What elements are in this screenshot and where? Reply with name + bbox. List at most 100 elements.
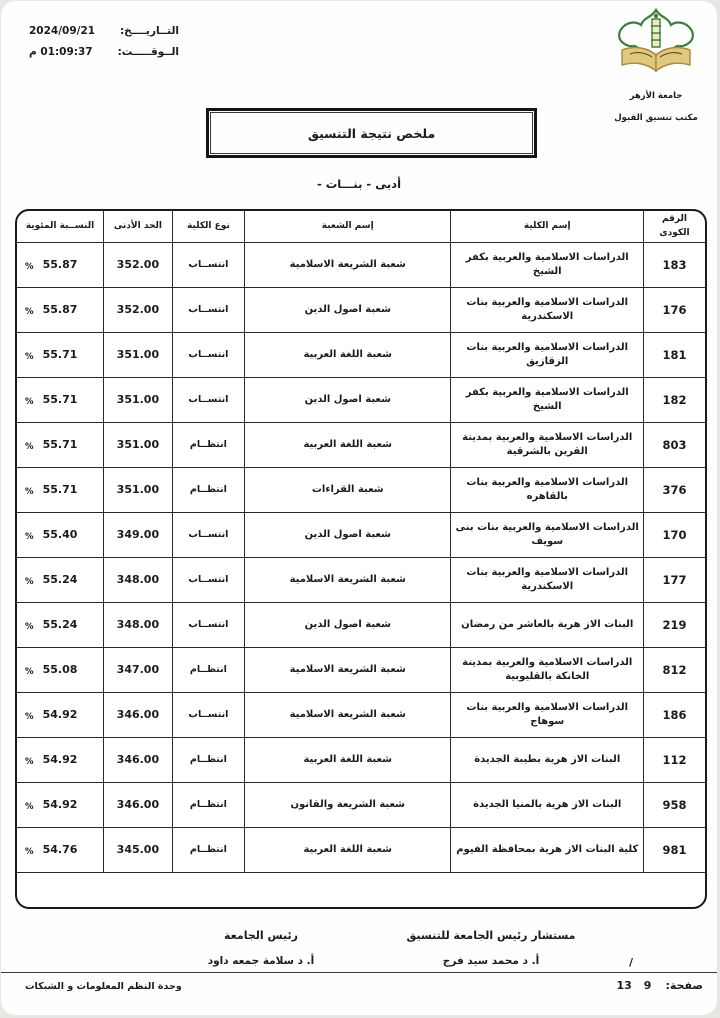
cell-percentage: 54.92%: [25, 753, 78, 768]
cell-minimum-score: 352.00: [103, 288, 172, 332]
date-value: 2024/09/21: [29, 25, 96, 37]
cell-college-type: انتظــام: [171, 783, 244, 827]
cell-college-name: البنات الاز هرية بالمنيا الجديدة: [450, 783, 643, 827]
cell-college-name: البنات الاز هرية بطيبة الجديدة: [450, 738, 643, 782]
percent-sign: %: [25, 397, 34, 408]
table-row: 55.71% 351.00 انتســاب شعبة اصول الدين الدرا…: [17, 378, 705, 423]
cell-branch-name: شعبة اصول الدين: [244, 513, 450, 557]
cell-percentage: 55.40%: [25, 528, 78, 543]
header-minimum: الحد الأدنى: [103, 211, 172, 242]
date-label: التــاريــــخ:: [119, 25, 179, 37]
cell-college-type: انتســاب: [171, 288, 244, 332]
table-row: 55.24% 348.00 انتســاب شعبة الشريعة الاسلام…: [17, 558, 705, 603]
cell-college-type: انتســاب: [171, 558, 244, 602]
percent-sign: %: [25, 757, 34, 768]
table-empty-space: [17, 873, 705, 907]
cell-branch-name: شعبة اللغة العربية: [244, 423, 450, 467]
cell-code-number: 376: [643, 468, 705, 512]
cell-college-name: الدراسات الاسلامية والعربية بنات بنى سوي…: [450, 513, 643, 557]
cell-minimum-score: 352.00: [103, 243, 172, 287]
cell-code-number: 183: [643, 243, 705, 287]
table-row: 55.71% 351.00 انتظــام شعبة القراءات الدراسا…: [17, 468, 705, 513]
report-title: ملخص نتيجة التنسيق: [307, 125, 436, 141]
cell-minimum-score: 348.00: [103, 558, 172, 602]
table-row: 55.87% 352.00 انتســاب شعبة اصول الدين الدرا…: [17, 288, 705, 333]
cell-percentage: 55.08%: [25, 663, 78, 678]
advisor-title: مستشار رئيس الجامعة للتنسيق: [406, 929, 576, 942]
section-subtitle: - أدبى - بنـــات: [316, 177, 402, 191]
table-row: 55.71% 351.00 انتظــام شعبة اللغة العربية ال…: [17, 423, 705, 468]
header-college-type: نوع الكلية: [171, 211, 244, 242]
cell-branch-name: شعبة الشريعة الاسلامية: [244, 693, 450, 737]
cell-percentage: 55.71%: [25, 483, 78, 498]
president-name: أ. د سلامة جمعه داود: [207, 955, 315, 967]
page-total: 13: [616, 979, 632, 992]
percent-sign: %: [25, 307, 34, 318]
percent-sign: %: [25, 352, 34, 363]
cell-percentage: 55.87%: [25, 303, 78, 318]
cell-college-name: كلية البنات الاز هرية بمحافظة الفيوم: [450, 828, 643, 872]
cell-code-number: 176: [643, 288, 705, 332]
table-row: 55.87% 352.00 انتســاب شعبة الشريعة الاسلام…: [17, 243, 705, 288]
cell-percentage: 55.87%: [25, 258, 78, 273]
systems-unit-label: وحدة النظم المعلومات و الشبكات: [25, 981, 182, 992]
table-row: 54.76% 345.00 انتظــام شعبة اللغة العربية كل…: [17, 828, 705, 873]
percent-sign: %: [25, 442, 34, 453]
cell-college-name: الدراسات الاسلامية والعربية بكفر الشيخ: [450, 378, 643, 422]
table-row: 54.92% 346.00 انتظــام شعبة اللغة العربية ال…: [17, 738, 705, 783]
cell-branch-name: شعبة اصول الدين: [244, 603, 450, 647]
open-book-icon: [621, 46, 691, 73]
cell-college-type: انتظــام: [171, 468, 244, 512]
table-header-row: النســبة المئوية الحد الأدنى نوع الكلية …: [17, 211, 705, 243]
cell-branch-name: شعبة اصول الدين: [244, 288, 450, 332]
office-name: مكتب تنسيق القبول: [614, 113, 698, 123]
percent-sign: %: [25, 577, 34, 588]
cell-code-number: 981: [643, 828, 705, 872]
cell-minimum-score: 351.00: [103, 423, 172, 467]
cell-college-name: الدراسات الاسلامية والعربية بمدينة القري…: [450, 423, 643, 467]
cell-percentage: 54.76%: [25, 843, 78, 858]
cell-college-type: انتســاب: [171, 513, 244, 557]
percent-sign: %: [25, 487, 34, 498]
al-azhar-logo: [618, 7, 694, 73]
cell-code-number: 177: [643, 558, 705, 602]
cell-minimum-score: 349.00: [103, 513, 172, 557]
cell-branch-name: شعبة اللغة العربية: [244, 738, 450, 782]
cell-college-name: الدراسات الاسلامية والعربية بكفر الشيخ: [450, 243, 643, 287]
percent-sign: %: [25, 532, 34, 543]
table-row: 55.71% 351.00 انتســاب شعبة اللغة العربية ال…: [17, 333, 705, 378]
cell-code-number: 182: [643, 378, 705, 422]
cell-branch-name: شعبة الشريعة الاسلامية: [244, 243, 450, 287]
cell-minimum-score: 347.00: [103, 648, 172, 692]
cell-minimum-score: 348.00: [103, 603, 172, 647]
cell-college-name: الدراسات الاسلامية والعربية بمدينة الخان…: [450, 648, 643, 692]
cell-college-type: انتســاب: [171, 603, 244, 647]
cell-branch-name: شعبة الشريعة الاسلامية: [244, 558, 450, 602]
header-college-name: إسم الكلية: [450, 211, 643, 242]
cell-minimum-score: 351.00: [103, 378, 172, 422]
university-name: جامعة الأزهر: [629, 91, 683, 101]
cell-code-number: 219: [643, 603, 705, 647]
cell-college-type: انتظــام: [171, 738, 244, 782]
percent-sign: %: [25, 847, 34, 858]
table-row: 55.24% 348.00 انتســاب شعبة اصول الدين البنا…: [17, 603, 705, 648]
percent-sign: %: [25, 622, 34, 633]
cell-percentage: 55.71%: [25, 393, 78, 408]
cell-college-type: انتســاب: [171, 243, 244, 287]
table-row: 55.40% 349.00 انتســاب شعبة اصول الدين الدرا…: [17, 513, 705, 558]
cell-branch-name: شعبة الشريعة الاسلامية: [244, 648, 450, 692]
president-title: رئيس الجامعة: [224, 929, 298, 942]
cell-code-number: 170: [643, 513, 705, 557]
cell-percentage: 55.24%: [25, 618, 78, 633]
table-row: 54.92% 346.00 انتظــام شعبة الشريعة والقانو…: [17, 783, 705, 828]
cell-college-type: انتظــام: [171, 828, 244, 872]
report-title-box: ملخص نتيجة التنسيق: [206, 108, 537, 158]
cell-percentage: 55.71%: [25, 438, 78, 453]
page-number: 9: [643, 979, 652, 992]
cell-branch-name: شعبة اللغة العربية: [244, 333, 450, 377]
cell-percentage: 54.92%: [25, 708, 78, 723]
cell-college-type: انتســاب: [171, 693, 244, 737]
cell-college-name: الدراسات الاسلامية والعربية بنات سوهاج: [450, 693, 643, 737]
footer-divider: [1, 972, 717, 973]
